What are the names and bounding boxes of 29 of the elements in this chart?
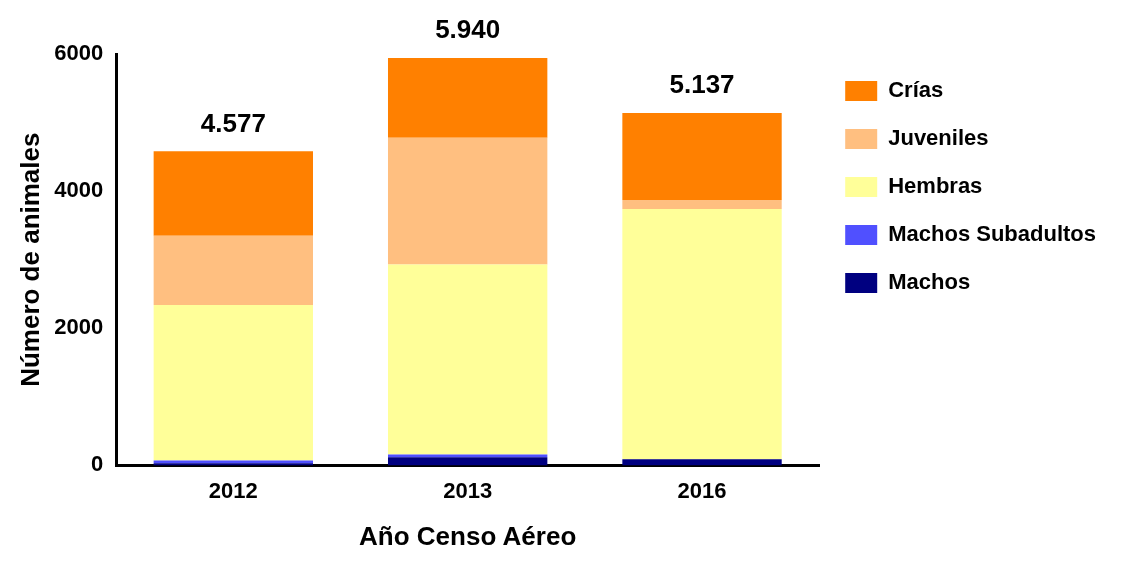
bar (387, 457, 548, 466)
x-tick-label: 2016 (677, 477, 727, 503)
y-tick-label: 2000 (54, 314, 104, 340)
bar (622, 200, 782, 209)
bar (387, 264, 548, 455)
total-label: 5.137 (669, 69, 735, 100)
bar (622, 459, 782, 466)
bar (622, 208, 782, 460)
legend-label: Juveniles (888, 125, 989, 151)
x-tick-label: 2013 (443, 477, 493, 503)
total-label: 4.577 (200, 107, 266, 138)
bar (153, 151, 313, 236)
legend-label: Hembras (888, 173, 983, 199)
y-tick-label: 0 (90, 451, 104, 477)
x-axis-title: Año Censo Aéreo (359, 520, 577, 551)
legend-label: Crías (888, 77, 944, 103)
y-tick-label: 6000 (54, 40, 104, 66)
y-tick-label: 4000 (54, 177, 104, 203)
bar (153, 235, 313, 305)
total-label: 5.940 (435, 14, 501, 45)
legend-label: Machos Subadultos (888, 221, 1096, 247)
bar (387, 454, 548, 458)
bar (387, 58, 548, 138)
x-tick-label: 2012 (208, 477, 258, 503)
bar (622, 112, 782, 201)
y-axis-title: Número de animales (14, 132, 45, 387)
bar (387, 137, 548, 265)
legend-label: Machos (888, 269, 971, 295)
bar (153, 304, 313, 461)
